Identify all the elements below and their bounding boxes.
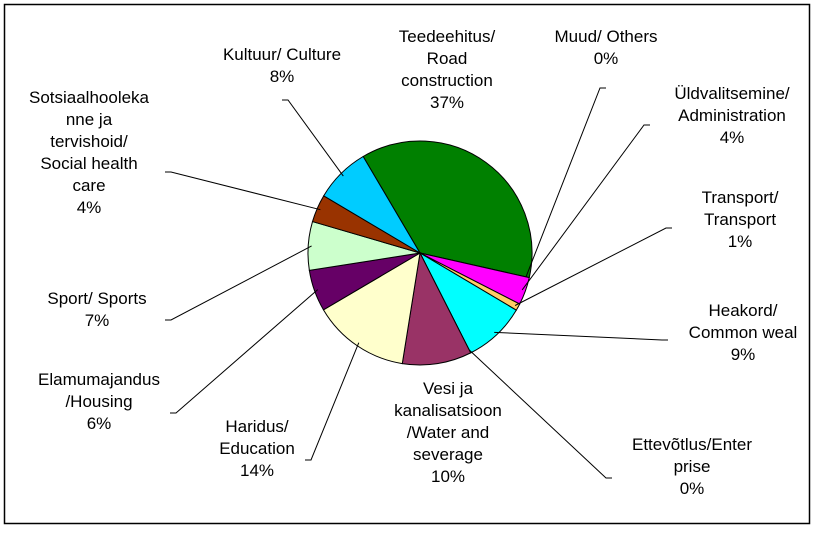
slice-category: Elamumajandus/Housing	[38, 370, 160, 411]
slice-label: Teedeehitus/Road construction 37%	[399, 27, 496, 112]
label-line: Sotsiaalhooleka	[29, 88, 150, 107]
label-line: Elamumajandus	[38, 370, 160, 389]
pie-slice	[323, 155, 421, 254]
slice-value-label: 6%	[87, 414, 112, 433]
slice-category: Vesi ja kanalisatsioon/Water and severage	[394, 379, 502, 464]
label-line: Common weal	[689, 323, 798, 342]
label-line: Administration	[678, 106, 786, 125]
leader-line	[305, 342, 360, 461]
label-line: Road	[427, 49, 468, 68]
slice-category: Teedeehitus/Road construction	[399, 27, 496, 90]
label-line: Transport/	[702, 188, 779, 207]
pie-slice	[362, 140, 533, 279]
slice-value-label: 0%	[594, 49, 619, 68]
label-line: Vesi ja	[423, 379, 474, 398]
slice-value-label: 14%	[240, 461, 274, 480]
label-line: /Water and	[407, 423, 490, 442]
label-line: nne ja	[66, 110, 113, 129]
label-line: kanalisatsioon	[394, 401, 502, 420]
leader-line	[494, 331, 668, 341]
leader-line	[468, 349, 612, 479]
label-line: Üldvalitsemine/	[674, 84, 790, 103]
slice-label: Vesi ja kanalisatsioon/Water and severage 1…	[394, 379, 502, 486]
slice-label: Haridus/Education 14%	[219, 417, 295, 480]
leader-line	[514, 227, 672, 306]
slice-label: Üldvalitsemine/Administration 4%	[674, 84, 790, 147]
slice-category: Sport/ Sports	[47, 289, 146, 308]
slice-label: Heakord/Common weal 9%	[689, 301, 798, 364]
label-line: Heakord/	[709, 301, 778, 320]
slice-label: Sport/ Sports 7%	[47, 289, 146, 330]
slice-label: Sotsiaalhooleka nne ja tervishoid/Social h…	[29, 88, 150, 217]
pie-slice	[322, 252, 421, 365]
leader-line	[165, 245, 312, 321]
leader-line	[170, 289, 319, 414]
slice-label: Muud/ Others 0%	[555, 27, 658, 68]
slice-value-label: 0%	[680, 479, 705, 498]
label-line: Muud/ Others	[555, 27, 658, 46]
label-line: severage	[413, 445, 483, 464]
label-line: Sport/ Sports	[47, 289, 146, 308]
label-line: care	[72, 176, 105, 195]
slice-label: Ettevõtlus/Enter prise 0%	[632, 435, 752, 498]
slice-category: Heakord/Common weal	[689, 301, 798, 342]
leader-line	[525, 87, 606, 278]
leader-line	[282, 99, 344, 177]
slice-category: Transport/Transport	[702, 188, 779, 229]
slice-value-label: 9%	[731, 345, 756, 364]
slice-value-label: 37%	[430, 93, 464, 112]
label-line: Transport	[704, 210, 776, 229]
slice-value-label: 4%	[77, 198, 102, 217]
label-line: prise	[674, 457, 711, 476]
slice-value-label: 7%	[85, 311, 110, 330]
slice-label: Elamumajandus/Housing 6%	[38, 370, 160, 433]
label-line: Kultuur/ Culture	[223, 45, 341, 64]
slice-category: Kultuur/ Culture	[223, 45, 341, 64]
slice-label: Kultuur/ Culture 8%	[223, 45, 341, 86]
slice-category: Ettevõtlus/Enter prise	[632, 435, 752, 476]
slice-value-label: 10%	[431, 467, 465, 486]
label-line: Social health	[40, 154, 137, 173]
slice-label: Transport/Transport 1%	[702, 188, 779, 251]
leader-line	[521, 124, 650, 291]
leader-line	[165, 171, 321, 211]
slice-category: Üldvalitsemine/Administration	[674, 84, 790, 125]
label-line: tervishoid/	[50, 132, 128, 151]
label-line: Ettevõtlus/Enter	[632, 435, 752, 454]
label-line: Education	[219, 439, 295, 458]
slice-category: Haridus/Education	[219, 417, 295, 458]
label-line: /Housing	[65, 392, 132, 411]
slice-category: Sotsiaalhooleka nne ja tervishoid/Social h…	[29, 88, 150, 195]
slice-category: Muud/ Others	[555, 27, 658, 46]
slice-value-label: 4%	[720, 128, 745, 147]
slice-value-label: 8%	[270, 67, 295, 86]
label-line: construction	[401, 71, 493, 90]
label-line: Teedeehitus/	[399, 27, 496, 46]
slice-value-label: 1%	[728, 232, 753, 251]
label-line: Haridus/	[225, 417, 289, 436]
